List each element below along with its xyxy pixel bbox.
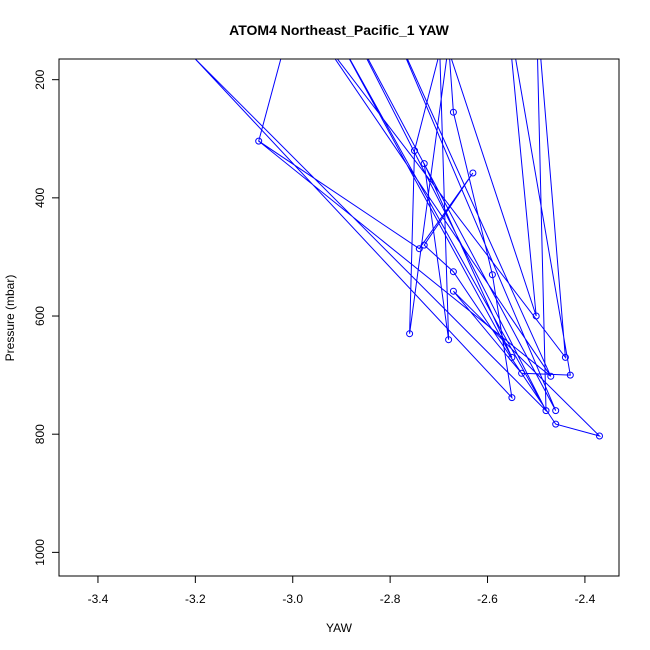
data-point (561, 353, 569, 361)
data-point (469, 169, 477, 177)
data-point (596, 432, 603, 440)
data-point (449, 287, 457, 295)
y-tick-label: 600 (33, 306, 47, 326)
data-point (406, 330, 414, 338)
data-point (420, 241, 428, 249)
x-tick-label: -3.4 (88, 592, 109, 606)
data-point (532, 312, 540, 320)
chart-title: ATOM4 Northeast_Pacific_1 YAW (229, 22, 449, 38)
data-point (449, 108, 457, 116)
data-point (488, 271, 496, 279)
data-point (552, 407, 560, 415)
y-tick-label: 400 (33, 188, 47, 208)
x-tick-label: -3.0 (282, 592, 303, 606)
data-point (449, 268, 457, 276)
data-point (508, 394, 516, 402)
x-axis-label: YAW (326, 621, 353, 635)
data-point (518, 369, 526, 377)
y-tick-label: 1000 (33, 539, 47, 566)
x-tick-label: -2.6 (477, 592, 498, 606)
y-tick-label: 200 (33, 69, 47, 89)
data-point (255, 137, 263, 145)
data-point (547, 372, 555, 380)
y-axis-label: Pressure (mbar) (3, 275, 17, 362)
data-point (445, 336, 453, 344)
data-point (508, 353, 516, 361)
plot-content (194, 59, 603, 440)
data-point (420, 160, 428, 168)
x-axis: -3.4 -3.2 -3.0 -2.8 -2.6 -2.4 (88, 576, 596, 606)
data-point (411, 147, 418, 155)
data-point (552, 420, 560, 428)
data-point (542, 407, 550, 415)
x-tick-label: -2.8 (380, 592, 401, 606)
data-point (566, 371, 574, 379)
y-tick-label: 800 (33, 424, 47, 444)
plot-frame (58, 58, 620, 577)
y-axis: 200 400 600 800 1000 (33, 69, 59, 566)
series-line (194, 59, 602, 437)
data-point (415, 245, 423, 253)
x-tick-label: -3.2 (185, 592, 206, 606)
x-tick-label: -2.4 (575, 592, 596, 606)
